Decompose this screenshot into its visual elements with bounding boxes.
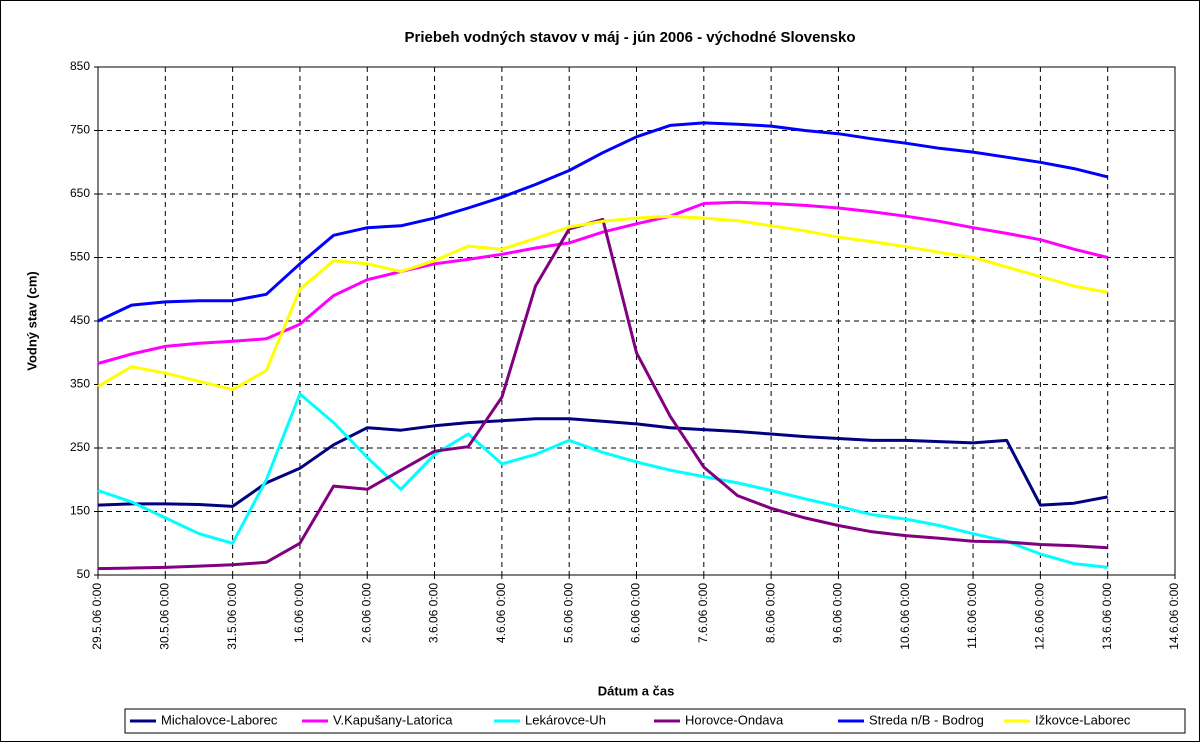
x-tick-label: 9.6.06 0:00 (831, 583, 845, 643)
legend-label: Ižkovce-Laborec (1035, 712, 1131, 727)
y-tick-label: 550 (70, 250, 90, 264)
x-axis-title: Dátum a čas (598, 683, 675, 698)
y-tick-label: 250 (70, 440, 90, 454)
y-tick-label: 50 (77, 567, 91, 581)
x-tick-label: 1.6.06 0:00 (292, 583, 306, 643)
series-line (97, 217, 1108, 571)
y-tick-label: 850 (70, 59, 90, 73)
x-tick-label: 3.6.06 0:00 (427, 583, 441, 643)
x-tick-label: 8.6.06 0:00 (763, 583, 777, 643)
x-tick-label: 11.6.06 0:00 (965, 583, 979, 649)
series-line (97, 200, 1109, 365)
x-tick-label: 7.6.06 0:00 (696, 583, 710, 643)
x-tick-label: 2.6.06 0:00 (359, 583, 373, 643)
y-tick-label: 650 (70, 186, 90, 200)
x-tick-label: 30.5.06 0:00 (157, 583, 171, 650)
legend-label: Streda n/B - Bodrog (869, 712, 984, 727)
y-tick-label: 150 (70, 504, 90, 518)
legend-label: Horovce-Ondava (685, 712, 784, 727)
x-tick-label: 5.6.06 0:00 (561, 583, 575, 643)
x-tick-label: 31.5.06 0:00 (225, 583, 239, 650)
x-tick-label: 29.5.06 0:00 (90, 583, 104, 650)
x-tick-label: 6.6.06 0:00 (629, 583, 643, 643)
x-tick-label: 4.6.06 0:00 (494, 583, 508, 643)
y-tick-label: 450 (70, 313, 90, 327)
y-tick-label: 350 (70, 377, 90, 391)
x-tick-label: 13.6.06 0:00 (1100, 583, 1114, 650)
x-tick-label: 12.6.06 0:00 (1033, 583, 1047, 650)
chart-title: Priebeh vodných stavov v máj - jún 2006 … (405, 29, 856, 46)
y-tick-label: 750 (70, 123, 90, 137)
legend-label: V.Kapušany-Latorica (333, 712, 453, 727)
legend-label: Michalovce-Laborec (161, 712, 278, 727)
legend-label: Lekárovce-Uh (525, 712, 606, 727)
series-line (97, 121, 1109, 323)
y-axis-title: Vodný stav (cm) (24, 271, 39, 370)
x-tick-label: 10.6.06 0:00 (898, 583, 912, 650)
x-tick-label: 14.6.06 0:00 (1167, 583, 1181, 650)
series-line (97, 392, 1108, 569)
series-line (97, 214, 1108, 392)
